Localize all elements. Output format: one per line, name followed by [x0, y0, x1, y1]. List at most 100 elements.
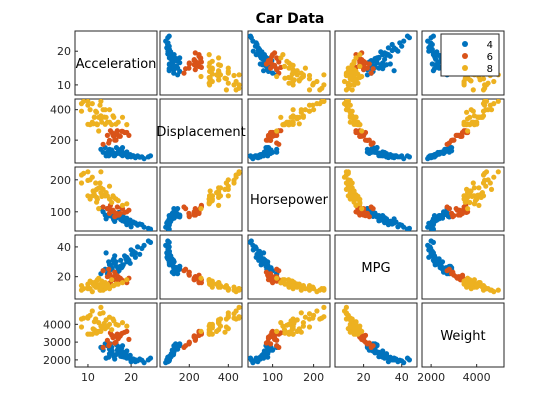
data-point-8 — [78, 108, 85, 114]
data-point-8 — [476, 185, 482, 191]
data-point-8 — [480, 76, 487, 82]
data-point-4 — [106, 259, 112, 265]
data-point-4 — [389, 357, 395, 363]
data-point-8 — [300, 323, 306, 329]
points-group — [163, 304, 242, 366]
data-point-8 — [225, 80, 231, 86]
data-point-4 — [435, 62, 441, 68]
legend-label-8: 8 — [487, 64, 493, 75]
cell-acceleration-vs-horsepower — [247, 30, 331, 96]
x-tick-label-displacement: 200 — [179, 371, 200, 384]
data-point-8 — [109, 327, 115, 333]
data-point-4 — [165, 218, 171, 224]
data-point-8 — [225, 286, 231, 292]
data-point-4 — [383, 154, 390, 160]
x-tick-label-acceleration: 20 — [124, 371, 138, 384]
data-point-4 — [433, 56, 439, 62]
data-point-8 — [206, 201, 212, 207]
data-point-6 — [181, 70, 187, 76]
points-group — [341, 99, 412, 162]
data-point-4 — [430, 239, 436, 245]
data-point-8 — [113, 121, 119, 127]
data-point-8 — [469, 193, 475, 199]
legend-label-4: 4 — [487, 40, 493, 51]
data-point-6 — [274, 140, 280, 146]
data-point-4 — [439, 213, 446, 219]
data-point-4 — [137, 251, 143, 257]
cell-weight-vs-weight: Weight — [421, 302, 505, 368]
data-point-8 — [87, 331, 93, 337]
data-point-4 — [125, 354, 131, 360]
data-point-6 — [100, 268, 106, 274]
data-point-4 — [257, 61, 263, 67]
points-group — [248, 304, 327, 366]
data-point-4 — [112, 356, 118, 362]
data-point-8 — [341, 174, 348, 180]
legend-marker-8 — [462, 65, 468, 71]
data-point-8 — [311, 312, 317, 318]
cell-acceleration-vs-acceleration: Acceleration — [74, 30, 158, 96]
cell-horsepower-vs-weight — [421, 166, 505, 232]
data-point-4 — [429, 61, 435, 67]
data-point-4 — [116, 346, 122, 352]
cell-frame — [421, 302, 505, 368]
data-point-4 — [431, 218, 438, 224]
data-point-8 — [236, 287, 242, 293]
data-point-8 — [355, 193, 361, 199]
data-point-4 — [173, 341, 179, 347]
data-point-8 — [343, 311, 349, 317]
data-point-8 — [87, 312, 93, 318]
data-point-8 — [491, 174, 497, 180]
data-point-6 — [106, 210, 113, 216]
data-point-6 — [192, 67, 198, 73]
data-point-4 — [374, 60, 380, 66]
x-tick-label-weight: 2000 — [417, 371, 445, 384]
data-point-8 — [345, 80, 351, 86]
data-point-8 — [359, 128, 365, 134]
data-point-8 — [317, 87, 323, 93]
data-point-4 — [120, 262, 126, 268]
data-point-8 — [306, 72, 313, 79]
data-point-8 — [480, 283, 487, 289]
data-point-8 — [476, 280, 482, 286]
data-point-8 — [290, 107, 296, 113]
data-point-8 — [225, 326, 231, 332]
data-point-8 — [463, 196, 469, 202]
data-point-8 — [343, 87, 349, 93]
data-point-8 — [296, 78, 302, 84]
data-point-6 — [454, 207, 460, 213]
data-point-6 — [357, 212, 363, 218]
data-point-8 — [302, 65, 308, 71]
data-point-8 — [347, 76, 353, 82]
data-point-4 — [177, 213, 183, 219]
data-point-8 — [280, 323, 286, 329]
data-point-4 — [401, 38, 407, 44]
data-point-6 — [192, 62, 199, 68]
data-point-8 — [495, 287, 501, 293]
data-point-8 — [467, 199, 473, 206]
data-point-4 — [129, 153, 135, 159]
data-point-4 — [431, 51, 438, 57]
data-point-6 — [186, 340, 192, 346]
cell-horsepower-vs-horsepower: Horsepower — [247, 166, 331, 232]
data-point-4 — [382, 62, 388, 68]
data-point-8 — [231, 180, 237, 186]
data-point-4 — [147, 153, 154, 159]
data-point-6 — [106, 266, 112, 272]
plot-matrix: Acceleration Displacement Horsepower MPG Wei… — [43, 30, 505, 384]
data-point-8 — [471, 277, 477, 283]
data-point-4 — [255, 251, 261, 257]
data-point-8 — [359, 206, 365, 212]
data-point-8 — [274, 73, 280, 80]
data-point-4 — [129, 220, 135, 226]
data-point-8 — [468, 121, 474, 127]
data-point-8 — [470, 87, 476, 93]
data-point-8 — [471, 185, 477, 191]
data-point-6 — [370, 343, 376, 349]
data-point-4 — [257, 51, 263, 57]
data-point-6 — [191, 277, 197, 283]
points-group — [341, 169, 412, 231]
data-point-8 — [103, 190, 109, 196]
data-point-8 — [351, 121, 357, 127]
data-point-8 — [236, 82, 242, 88]
